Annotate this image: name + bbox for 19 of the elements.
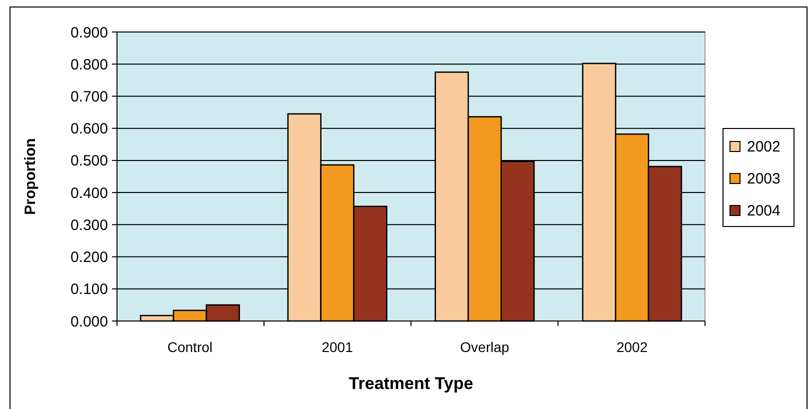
legend-label: 2002: [747, 138, 780, 156]
x-tick-label: Overlap: [460, 339, 510, 355]
y-tick-label: 0.600: [70, 120, 108, 138]
y-tick-label: 0.900: [70, 24, 108, 42]
y-tick-label: 0.100: [70, 281, 108, 298]
y-tick-label: 0.700: [70, 88, 108, 106]
y-tick-label: 0.800: [70, 56, 108, 74]
x-tick-label: Control: [167, 339, 213, 355]
y-axis-title: Proportion: [22, 138, 39, 215]
x-tick-label: 2002: [616, 339, 648, 355]
y-tick-label: 0.200: [70, 249, 108, 266]
y-tick-label: 0.300: [70, 216, 108, 234]
y-tick-label: 0.500: [70, 152, 108, 170]
y-tick-label: 0.400: [70, 184, 108, 202]
x-tick-label: 2001: [322, 339, 354, 355]
x-axis-title: Treatment Type: [348, 374, 474, 393]
legend-label: 2004: [747, 202, 780, 220]
y-tick-label: 0.000: [70, 313, 108, 330]
legend-label: 2003: [747, 170, 780, 188]
